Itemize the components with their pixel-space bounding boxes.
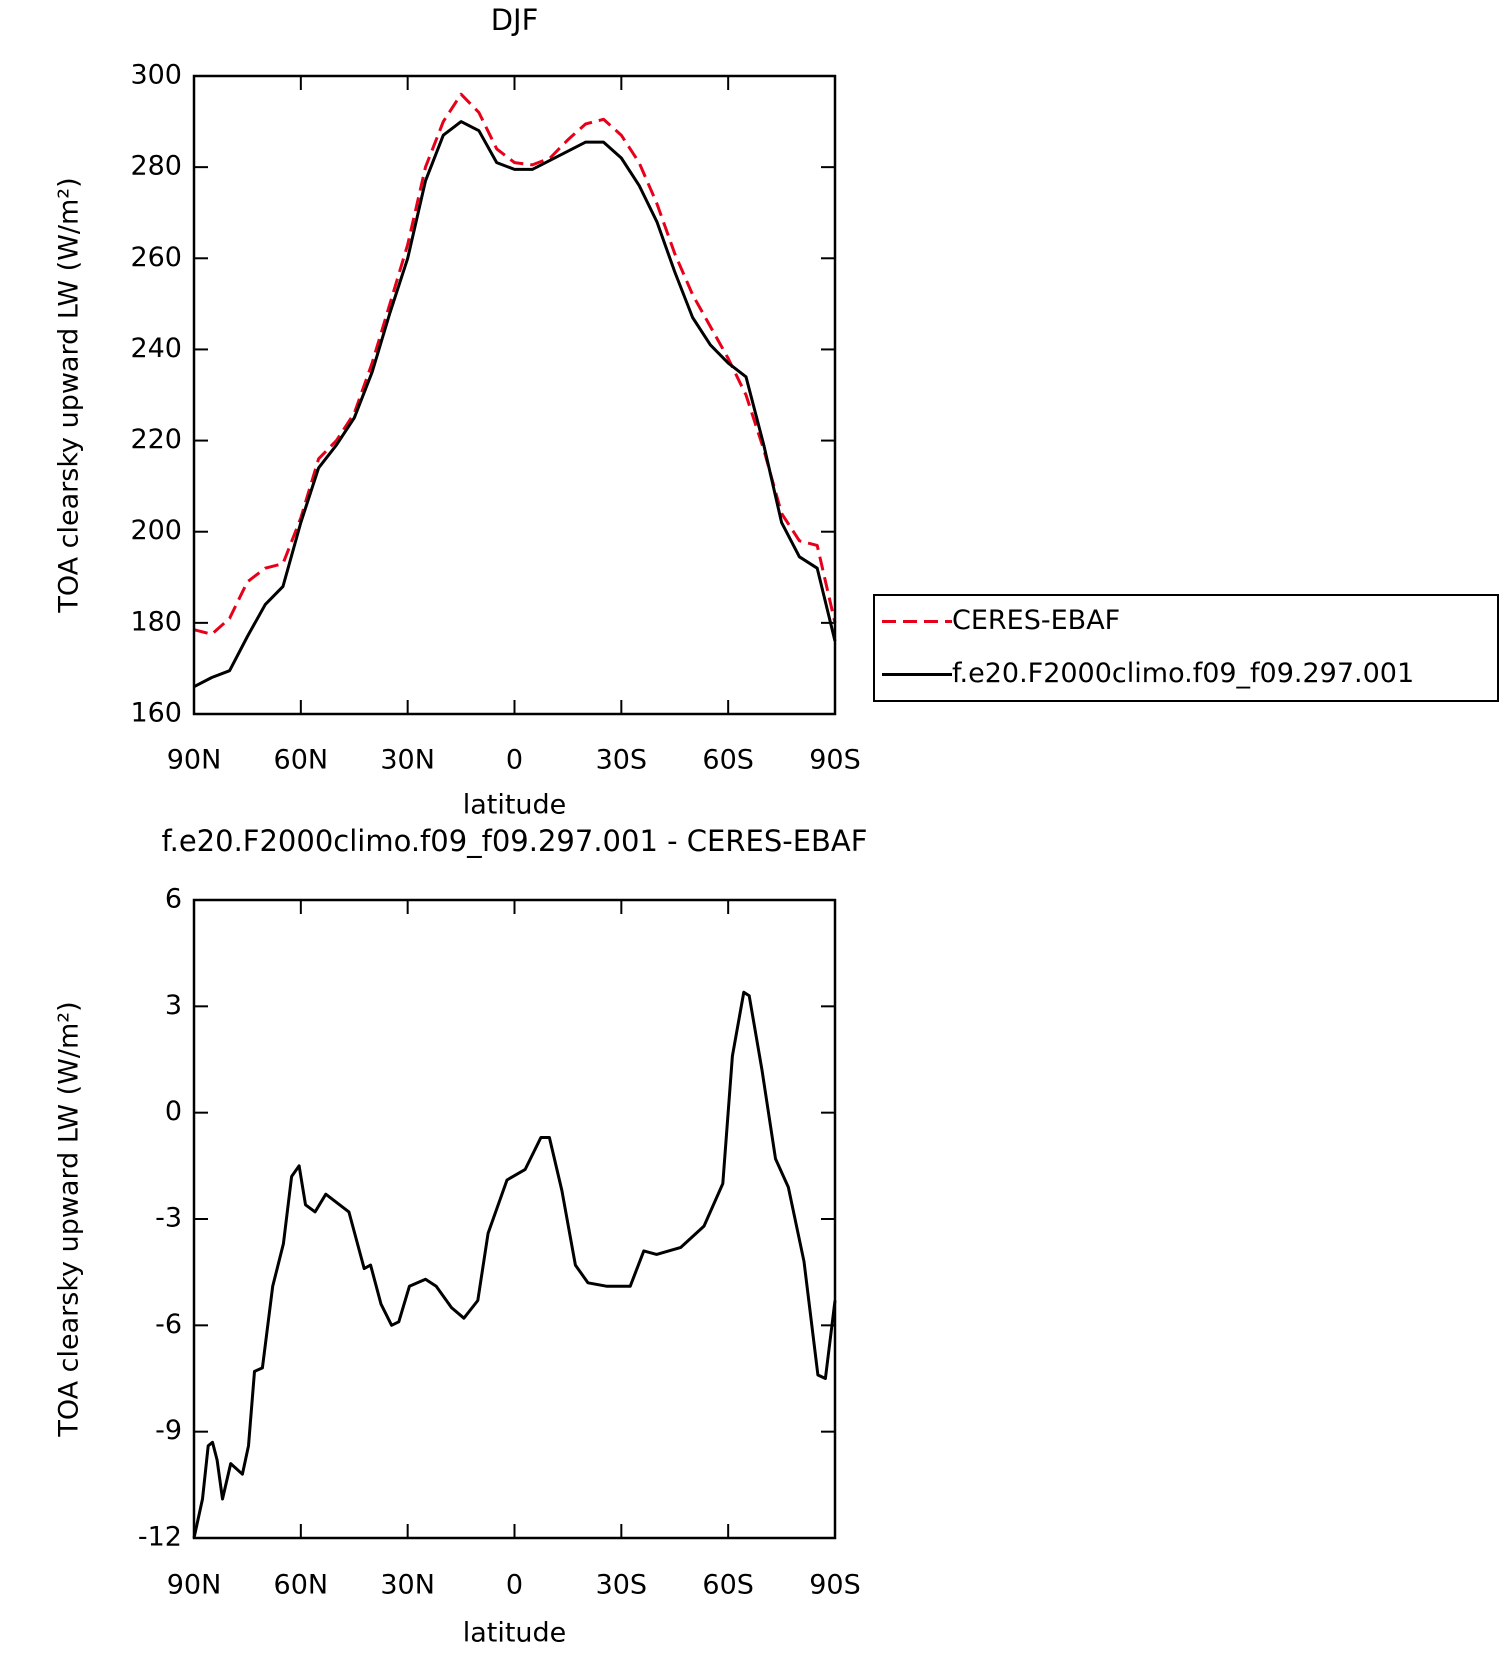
legend-label: CERES-EBAF [952, 605, 1120, 636]
x-tick-label: 90S [809, 1570, 861, 1601]
plot-frame [192, 898, 837, 1540]
data-line [193, 120, 837, 689]
x-tick-label: 30S [596, 745, 648, 776]
x-tick-label: 90S [809, 745, 861, 776]
y-tick-label: 160 [130, 698, 182, 729]
x-axis-label: latitude [463, 790, 567, 821]
y-tick-label: -3 [155, 1203, 182, 1234]
chart-title: DJF [491, 3, 539, 37]
chart-title: f.e20.F2000climo.f09_f09.297.001 - CERES… [162, 824, 868, 858]
data-line [192, 990, 837, 1539]
y-tick-label: 300 [130, 60, 182, 91]
y-tick-label: -12 [138, 1522, 182, 1553]
x-tick-label: 90N [167, 1570, 222, 1601]
y-tick-label: -9 [155, 1415, 182, 1446]
x-tick-label: 60S [702, 745, 754, 776]
x-axis-label: latitude [463, 1618, 567, 1649]
y-tick-label: 280 [130, 151, 182, 182]
y-tick-label: 3 [165, 990, 182, 1021]
legend-box [873, 594, 1499, 702]
y-tick-label: -6 [155, 1309, 182, 1340]
data-line [193, 92, 837, 636]
x-tick-label: 60N [274, 745, 329, 776]
x-tick-label: 0 [506, 1570, 523, 1601]
y-tick-label: 220 [130, 424, 182, 455]
y-tick-label: 200 [130, 515, 182, 546]
x-tick-label: 90N [167, 745, 222, 776]
plot-frame [192, 74, 837, 716]
y-tick-label: 0 [165, 1096, 182, 1127]
x-tick-label: 0 [506, 745, 523, 776]
y-tick-label: 6 [165, 884, 182, 915]
y-axis-label: TOA clearsky upward LW (W/m²) [54, 1001, 85, 1437]
x-tick-label: 30N [380, 1570, 435, 1601]
y-tick-label: 180 [130, 606, 182, 637]
x-tick-label: 60S [702, 1570, 754, 1601]
legend-label: f.e20.F2000climo.f09_f09.297.001 [952, 658, 1414, 689]
x-tick-label: 60N [274, 1570, 329, 1601]
x-tick-label: 30S [596, 1570, 648, 1601]
x-tick-label: 30N [380, 745, 435, 776]
y-tick-label: 240 [130, 333, 182, 364]
y-axis-label: TOA clearsky upward LW (W/m²) [54, 177, 85, 613]
y-tick-label: 260 [130, 242, 182, 273]
